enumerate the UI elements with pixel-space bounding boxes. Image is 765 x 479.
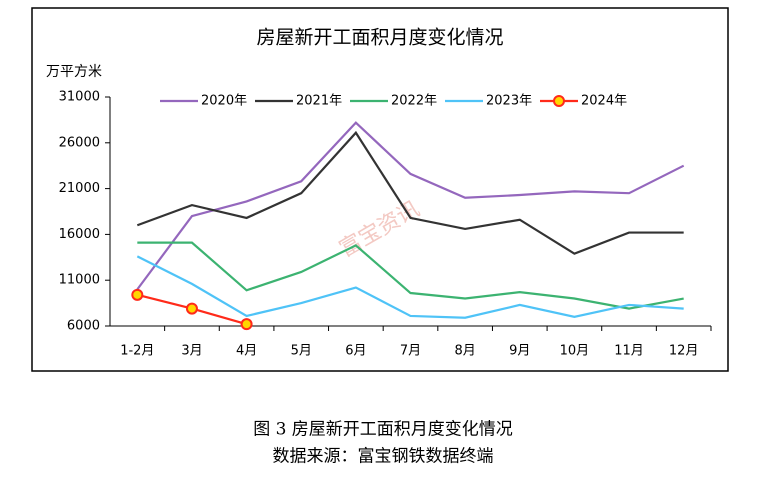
chart-frame <box>31 7 729 372</box>
y-tick-label: 26000 <box>59 135 100 150</box>
y-tick-label: 31000 <box>59 90 100 105</box>
source: 数据来源：富宝钢铁数据终端 <box>273 447 494 467</box>
chart-title: 房屋新开工面积月度变化情况 <box>256 27 503 49</box>
legend-label: 2021年 <box>296 94 342 109</box>
legend-label: 2024年 <box>581 94 627 109</box>
y-tick-label: 11000 <box>59 273 100 288</box>
legend-label: 2022年 <box>391 94 437 109</box>
x-tick-label: 6月 <box>345 344 366 359</box>
y-axis-label: 万平方米 <box>46 64 102 80</box>
x-tick-label: 3月 <box>181 344 202 359</box>
x-tick-label: 10月 <box>560 344 590 359</box>
y-tick-label: 16000 <box>59 227 100 242</box>
point-marker <box>185 302 198 315</box>
x-tick-label: 4月 <box>236 344 257 359</box>
x-tick-label: 7月 <box>400 344 421 359</box>
series-line <box>136 255 684 319</box>
point-marker <box>240 318 253 331</box>
x-tick-label: 9月 <box>509 344 530 359</box>
x-tick-label: 5月 <box>291 344 312 359</box>
caption: 图 3 房屋新开工面积月度变化情况 <box>253 420 513 440</box>
x-tick-label: 12月 <box>669 344 699 359</box>
series-line <box>136 130 684 255</box>
legend-label: 2020年 <box>201 94 247 109</box>
y-tick-label: 21000 <box>59 181 100 196</box>
point-marker <box>131 288 144 301</box>
x-tick-label: 11月 <box>614 344 644 359</box>
legend-label: 2023年 <box>486 94 532 109</box>
legend-marker <box>553 95 565 107</box>
x-tick-label: 1-2月 <box>120 344 154 359</box>
series-line <box>136 121 685 291</box>
series-line <box>137 241 684 310</box>
y-tick-label: 6000 <box>67 319 100 334</box>
x-tick-label: 8月 <box>454 344 475 359</box>
